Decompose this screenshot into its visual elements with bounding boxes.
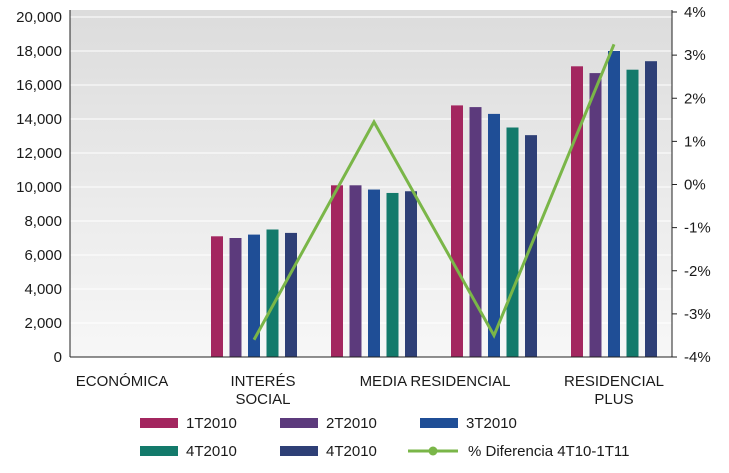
bar <box>645 61 657 357</box>
x-category-label: INTERÉS <box>230 373 295 390</box>
legend-label: 4T2010 <box>186 443 237 460</box>
bar <box>405 191 417 357</box>
x-category-label: ECONÓMICA <box>76 373 169 390</box>
bar <box>571 66 583 358</box>
x-category-label: RESIDENCIAL <box>564 373 664 390</box>
bar <box>386 192 399 357</box>
y2-tick-label: -2% <box>684 263 711 280</box>
y-tick-label: 0 <box>54 349 62 366</box>
y-tick-label: 16,000 <box>16 77 62 94</box>
bar <box>368 189 380 357</box>
legend-label: 2T2010 <box>326 415 377 432</box>
legend-swatch <box>280 418 318 428</box>
y2-tick-label: 3% <box>684 47 706 64</box>
legend-swatch <box>140 446 178 456</box>
y-tick-label: 8,000 <box>24 213 62 230</box>
bar <box>469 107 482 357</box>
bar <box>589 73 602 357</box>
bar <box>331 185 343 357</box>
y2-tick-label: 1% <box>684 133 706 150</box>
y-tick-label: 20,000 <box>16 9 62 26</box>
bars <box>211 51 657 358</box>
bar <box>349 185 362 357</box>
x-category-label: MEDIA RESIDENCIAL <box>360 373 511 390</box>
bar <box>248 234 260 357</box>
y2-tick-label: 2% <box>684 90 706 107</box>
x-category-label: PLUS <box>594 391 633 408</box>
legend-swatch <box>420 418 458 428</box>
y2-tick-label: -1% <box>684 220 711 237</box>
y-tick-label: 14,000 <box>16 111 62 128</box>
y-tick-label: 2,000 <box>24 315 62 332</box>
bar <box>506 127 519 357</box>
bar <box>229 238 242 357</box>
y-tick-label: 18,000 <box>16 43 62 60</box>
legend: 1T2010 2T2010 3T2010 4T2010 4T2010 % Diferenc… <box>140 415 629 460</box>
bar <box>211 236 223 357</box>
legend-swatch <box>140 418 178 428</box>
bar <box>285 232 297 357</box>
axes: 0 2,000 4,000 6,000 8,000 10,000 12,000 14,000 1… <box>16 4 711 408</box>
bar <box>608 51 620 357</box>
y2-tick-label: -3% <box>684 306 711 323</box>
bar <box>266 229 279 357</box>
bar <box>488 113 500 358</box>
legend-marker <box>428 446 438 456</box>
bar <box>626 69 639 357</box>
legend-label: 1T2010 <box>186 415 237 432</box>
legend-label: % Diferencia 4T10-1T11 <box>468 443 629 460</box>
y2-tick-label: 4% <box>684 4 706 21</box>
line-path <box>252 43 616 341</box>
y-tick-label: 12,000 <box>16 145 62 162</box>
line-series <box>252 43 616 341</box>
bar <box>451 105 463 358</box>
y2-tick-label: -4% <box>684 349 711 366</box>
legend-swatch <box>280 446 318 456</box>
legend-label: 3T2010 <box>466 415 517 432</box>
y-tick-label: 10,000 <box>16 179 62 196</box>
y-tick-label: 4,000 <box>24 281 62 298</box>
y2-tick-label: 0% <box>684 177 706 194</box>
y-tick-label: 6,000 <box>24 247 62 264</box>
legend-label: 4T2010 <box>326 443 377 460</box>
x-category-label: SOCIAL <box>235 391 290 408</box>
